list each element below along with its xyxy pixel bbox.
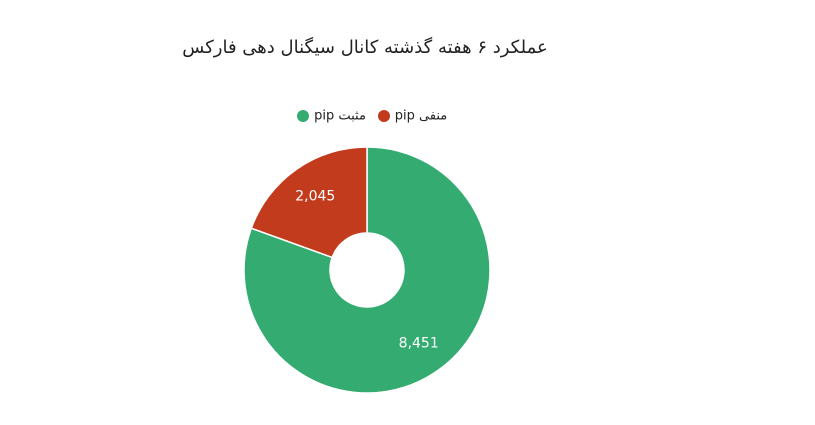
chart-title: عملکرد ۶ هفته گذشته کانال سیگنال دهی فار… <box>182 36 547 58</box>
legend-label: منفی pip <box>395 109 448 124</box>
legend-swatch <box>378 110 390 122</box>
legend-label: مثبت pip <box>314 109 366 124</box>
donut-slice <box>250 146 368 259</box>
legend-swatch <box>297 110 309 122</box>
data-label: 8,451 <box>399 336 439 352</box>
donut-slice <box>243 146 491 394</box>
data-label: 2,045 <box>295 188 335 204</box>
